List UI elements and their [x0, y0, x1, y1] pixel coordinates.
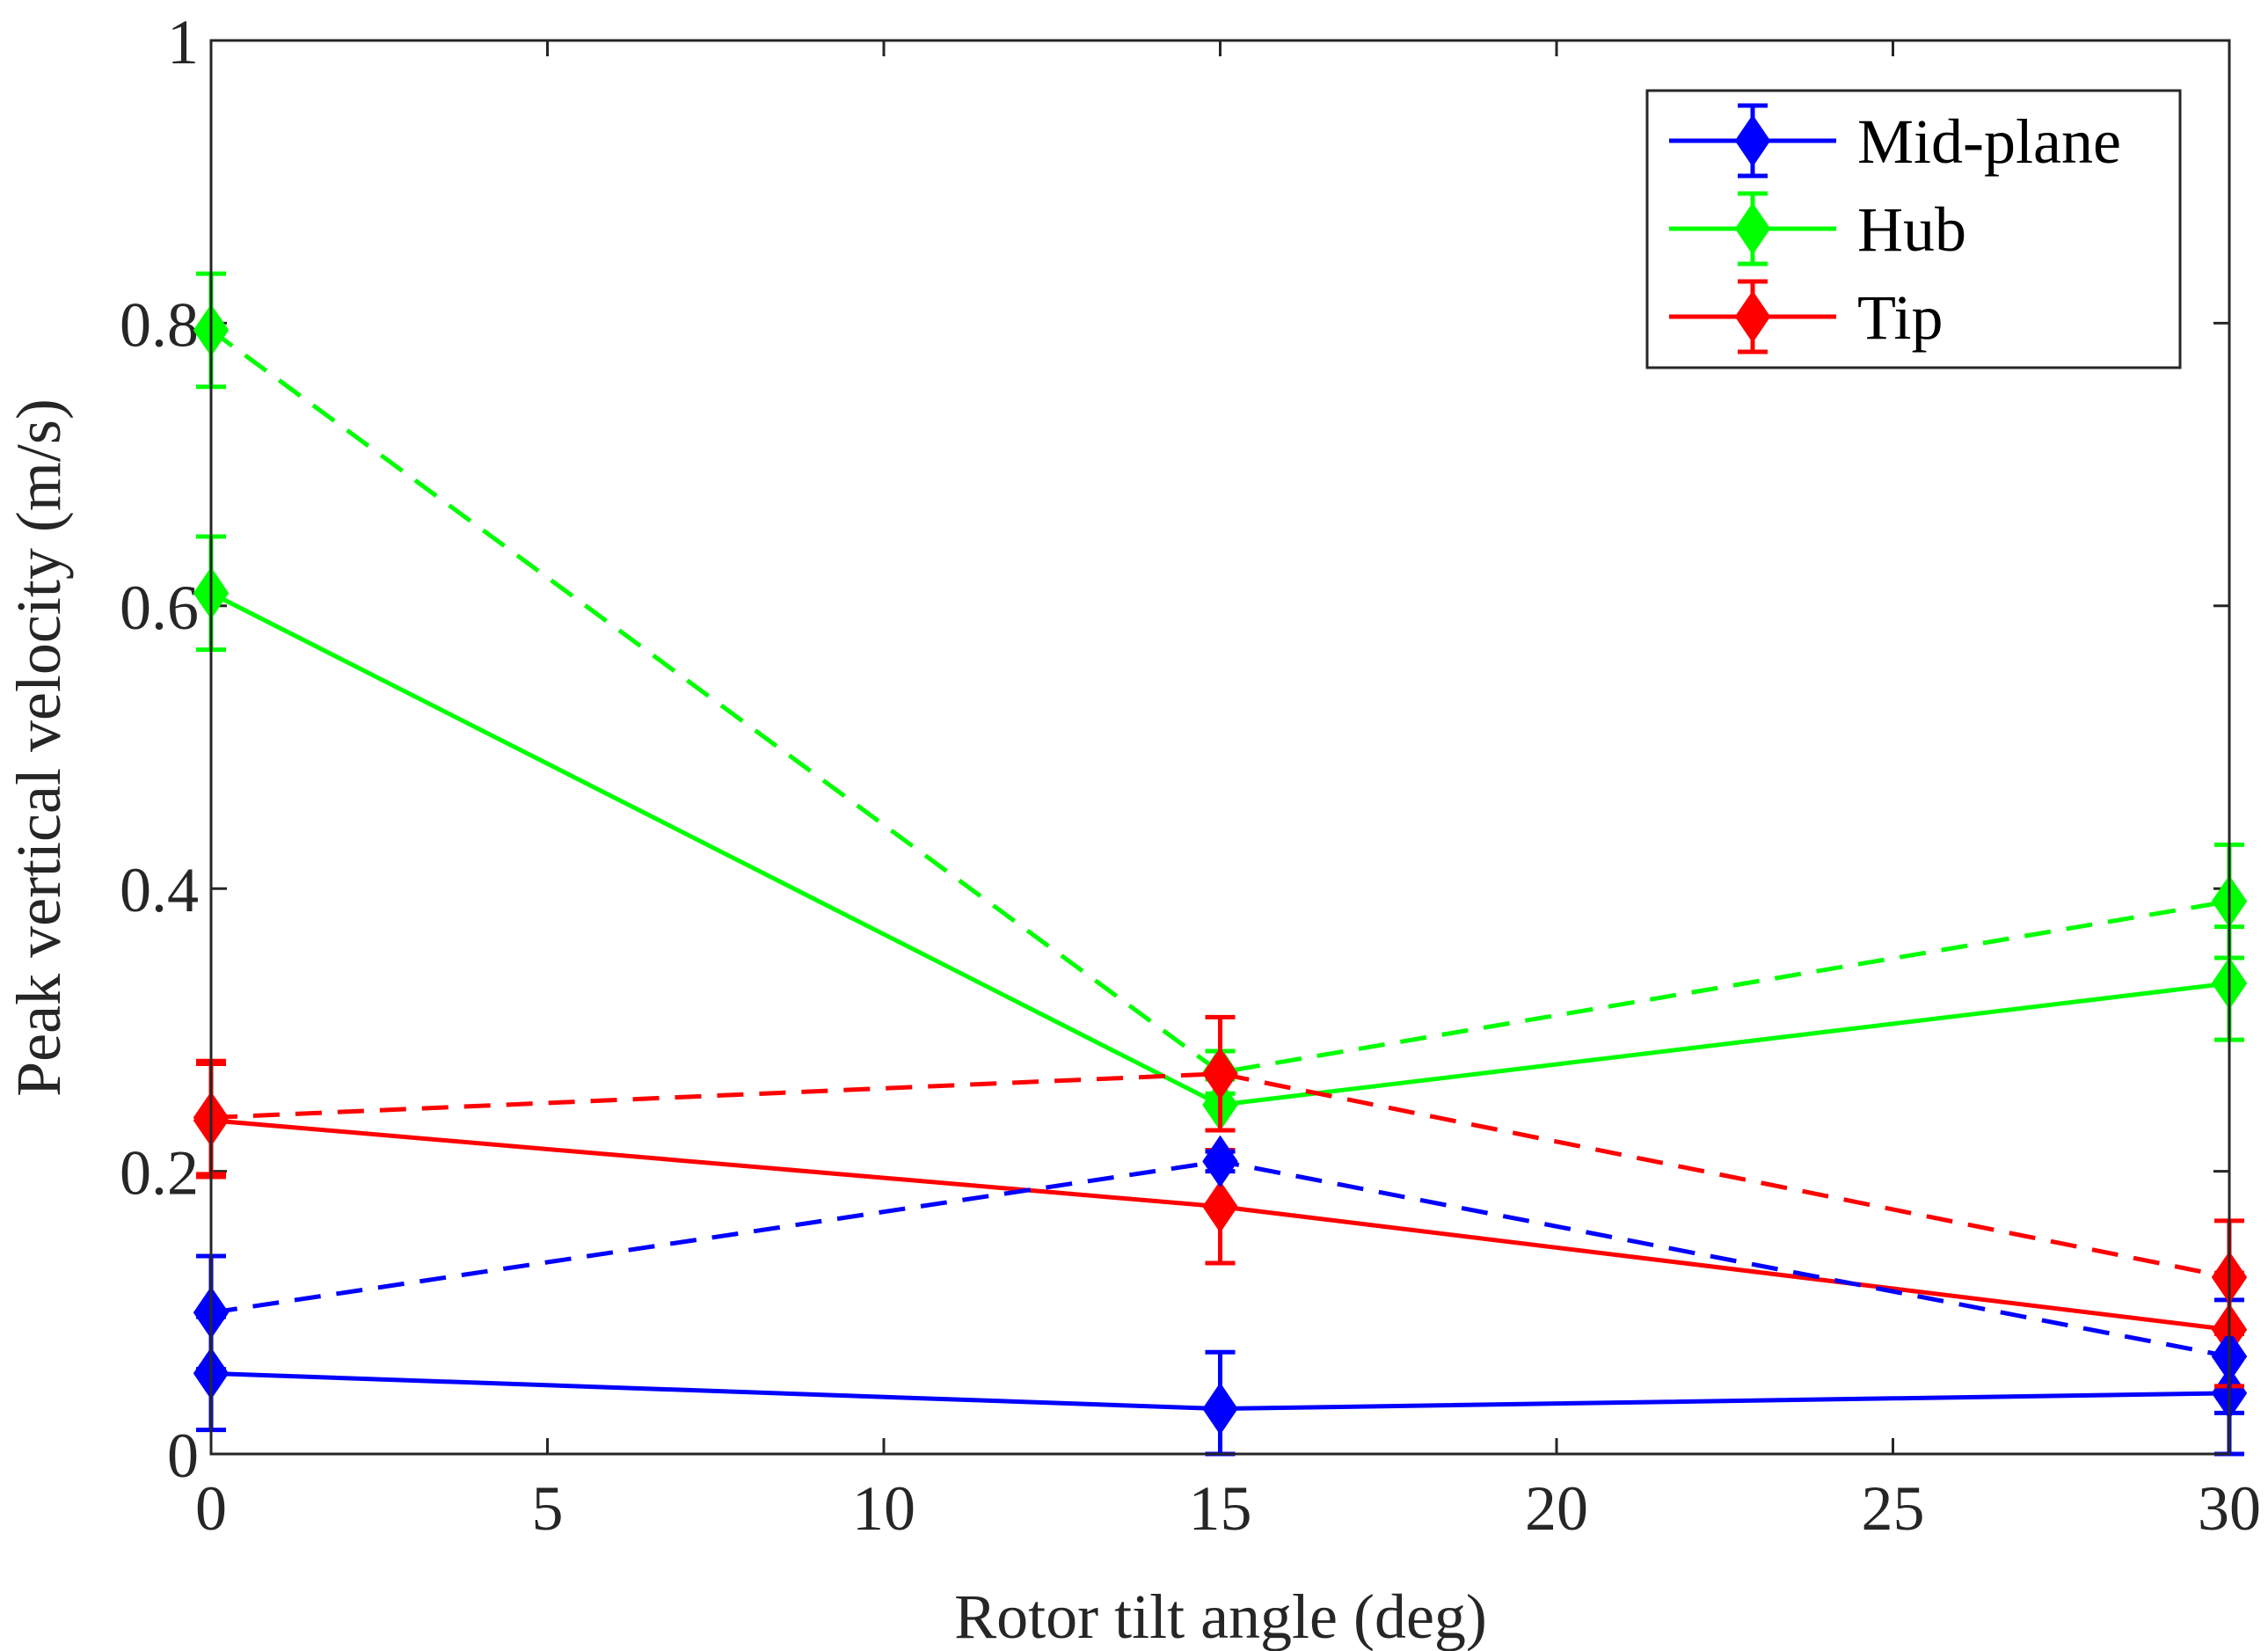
data-point: [1202, 1047, 1238, 1100]
x-axis-ticks: 0 5 10 15 20 25 30: [195, 40, 2261, 1544]
data-point: [1202, 1135, 1238, 1188]
y-axis-ticks: 0 0.2 0.4 0.6 0.8 1: [120, 7, 2229, 1491]
y-tick-label: 0.8: [120, 289, 199, 360]
data-point: [1202, 1382, 1238, 1435]
legend: Mid-plane Hub Tip: [1645, 89, 2182, 369]
legend-label: Tip: [1857, 282, 1943, 353]
legend-entry: Mid-plane: [1669, 103, 2121, 179]
legend-marker: [1734, 290, 1771, 343]
data-point: [1202, 1180, 1238, 1233]
legend-marker: [1734, 202, 1771, 255]
y-axis-title: Peak vertical velocity (m/s): [4, 398, 74, 1097]
legend-entry: Tip: [1669, 279, 1943, 354]
legend-label: Mid-plane: [1857, 106, 2121, 177]
y-tick-label: 0.2: [120, 1138, 199, 1209]
x-axis-title: Rotor tilt angle (deg): [954, 1582, 1487, 1651]
x-tick-label: 5: [532, 1473, 564, 1544]
legend-label: Hub: [1857, 194, 1966, 265]
y-tick-label: 1: [167, 7, 199, 77]
x-tick-label: 15: [1189, 1473, 1252, 1544]
legend-entry: Hub: [1669, 191, 1966, 267]
y-tick-label: 0.4: [120, 855, 199, 925]
x-tick-label: 20: [1525, 1473, 1588, 1544]
series-line: [210, 1071, 2230, 1280]
plot-area-frame: [209, 39, 2231, 1456]
legend-marker: [1734, 114, 1771, 167]
x-tick-label: 25: [1862, 1473, 1925, 1544]
x-tick-label: 30: [2198, 1473, 2261, 1544]
y-tick-label: 0: [167, 1421, 199, 1491]
y-tick-label: 0.6: [120, 573, 199, 643]
x-tick-label: 10: [852, 1473, 915, 1544]
x-tick-label: 0: [195, 1473, 227, 1544]
